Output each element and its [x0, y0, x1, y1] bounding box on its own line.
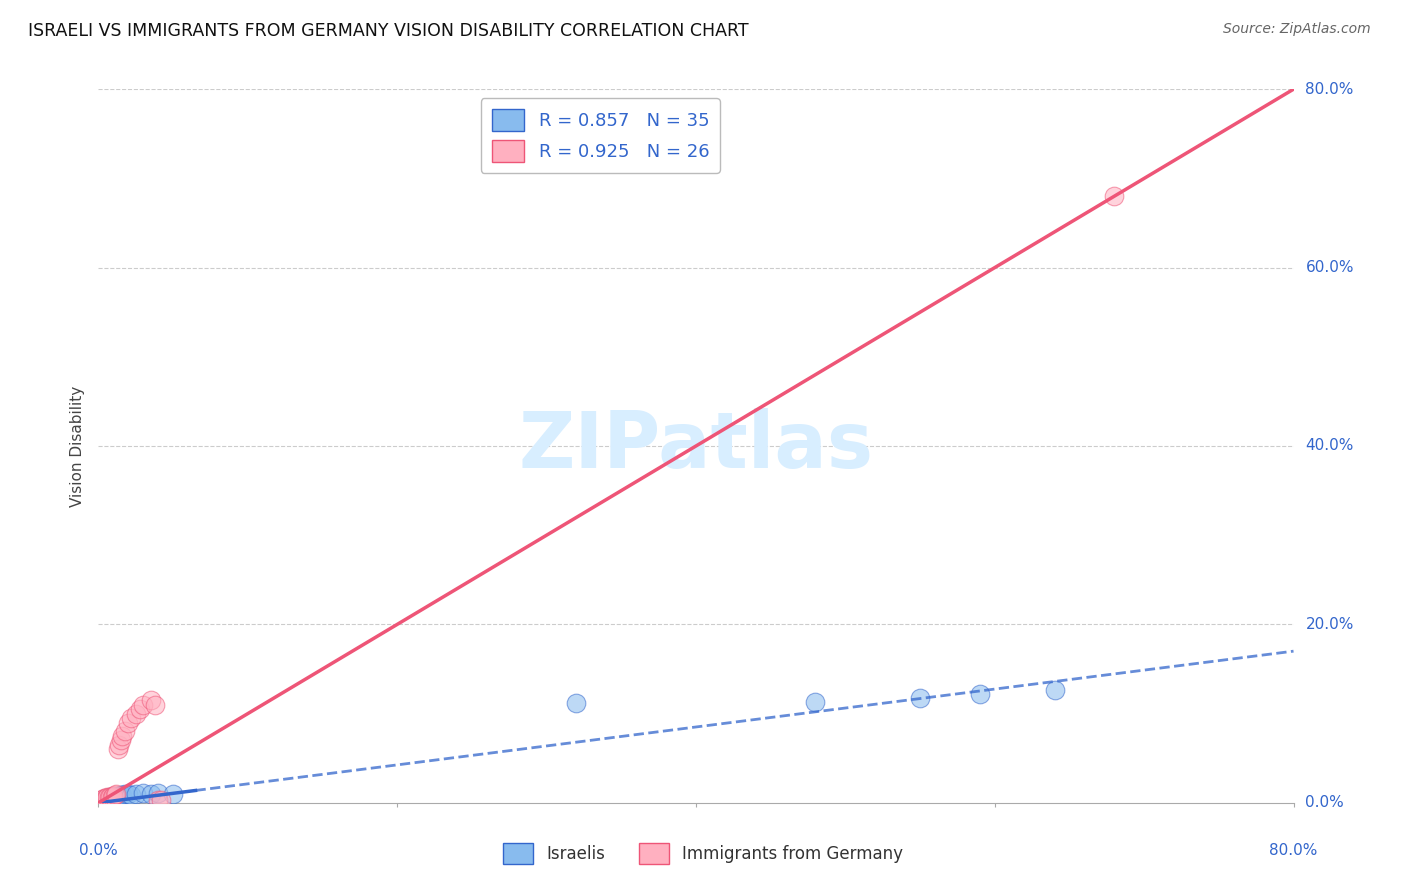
- Point: [103, 789, 125, 803]
- Point: [969, 687, 991, 701]
- Text: 0.0%: 0.0%: [1306, 796, 1344, 810]
- Point: [101, 790, 124, 805]
- Legend: R = 0.857   N = 35, R = 0.925   N = 26: R = 0.857 N = 35, R = 0.925 N = 26: [481, 98, 720, 173]
- Point: [150, 793, 173, 807]
- Point: [91, 792, 114, 806]
- Point: [110, 733, 132, 747]
- Point: [114, 724, 136, 739]
- Point: [97, 790, 120, 805]
- Y-axis label: Vision Disability: Vision Disability: [69, 385, 84, 507]
- Point: [111, 729, 134, 743]
- Point: [107, 789, 129, 803]
- Point: [110, 788, 132, 802]
- Point: [108, 789, 131, 803]
- Point: [108, 738, 131, 752]
- Point: [120, 788, 142, 802]
- Text: 80.0%: 80.0%: [1306, 82, 1354, 96]
- Point: [103, 789, 125, 804]
- Point: [132, 786, 155, 800]
- Point: [97, 791, 120, 805]
- Point: [565, 696, 588, 710]
- Point: [162, 787, 184, 801]
- Point: [94, 793, 117, 807]
- Point: [804, 695, 827, 709]
- Point: [125, 706, 148, 721]
- Point: [139, 787, 162, 801]
- Point: [125, 787, 148, 801]
- Point: [105, 787, 128, 801]
- Point: [117, 787, 139, 801]
- Point: [148, 786, 170, 800]
- Point: [114, 787, 136, 801]
- Point: [111, 788, 134, 802]
- Point: [103, 790, 125, 805]
- Point: [107, 742, 129, 756]
- Point: [93, 792, 115, 806]
- Text: ZIPatlas: ZIPatlas: [519, 408, 873, 484]
- Point: [98, 791, 122, 805]
- Point: [96, 791, 118, 805]
- Text: Source: ZipAtlas.com: Source: ZipAtlas.com: [1223, 22, 1371, 37]
- Point: [105, 789, 128, 804]
- Point: [1043, 682, 1066, 697]
- Point: [98, 789, 122, 804]
- Point: [94, 791, 117, 805]
- Legend: Israelis, Immigrants from Germany: Israelis, Immigrants from Germany: [496, 837, 910, 871]
- Point: [101, 791, 124, 805]
- Text: 0.0%: 0.0%: [79, 843, 118, 858]
- Text: 20.0%: 20.0%: [1306, 617, 1354, 632]
- Text: 80.0%: 80.0%: [1270, 843, 1317, 858]
- Point: [91, 793, 114, 807]
- Point: [139, 693, 162, 707]
- Point: [90, 794, 112, 808]
- Point: [132, 698, 155, 712]
- Point: [148, 793, 170, 807]
- Point: [129, 702, 152, 716]
- Point: [93, 793, 115, 807]
- Point: [908, 690, 931, 705]
- Point: [120, 711, 142, 725]
- Text: 60.0%: 60.0%: [1306, 260, 1354, 275]
- Point: [96, 792, 118, 806]
- Point: [104, 788, 127, 802]
- Text: ISRAELI VS IMMIGRANTS FROM GERMANY VISION DISABILITY CORRELATION CHART: ISRAELI VS IMMIGRANTS FROM GERMANY VISIO…: [28, 22, 749, 40]
- Point: [1104, 189, 1126, 203]
- Point: [93, 791, 115, 805]
- Point: [96, 790, 118, 805]
- Text: 40.0%: 40.0%: [1306, 439, 1354, 453]
- Point: [104, 789, 127, 804]
- Point: [101, 789, 124, 804]
- Point: [143, 698, 166, 712]
- Point: [97, 792, 120, 806]
- Point: [90, 793, 112, 807]
- Point: [98, 790, 122, 805]
- Point: [117, 715, 139, 730]
- Point: [94, 792, 117, 806]
